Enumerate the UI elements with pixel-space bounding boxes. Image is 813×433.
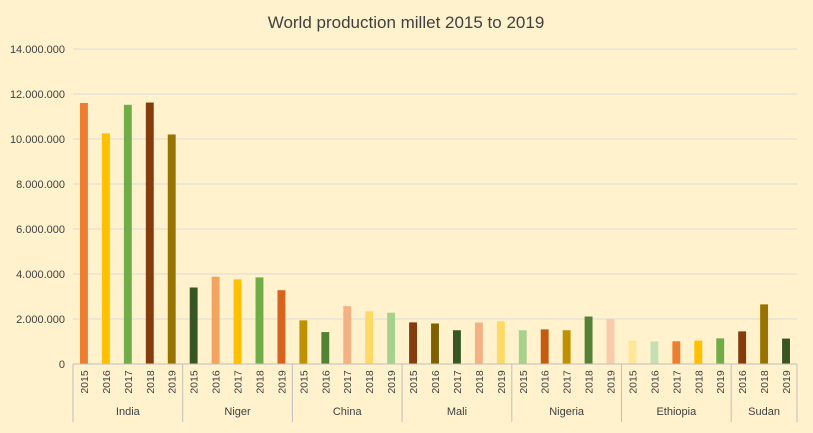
x-tick-label-year: 2018	[364, 370, 376, 394]
bar-nigeria-2017	[562, 330, 571, 364]
bars	[80, 102, 790, 365]
y-tick-label: 14.000.000	[10, 44, 65, 56]
x-tick-label-year: 2016	[649, 370, 661, 394]
bar-sudan-2016	[738, 331, 747, 364]
bar-ethiopia-2018	[694, 340, 703, 364]
y-tick-label: 2.000.000	[16, 314, 65, 326]
bar-china-2019	[387, 312, 396, 364]
y-tick-label: 6.000.000	[16, 224, 65, 236]
x-tick-label-year: 2016	[540, 370, 552, 394]
bar-niger-2019	[277, 290, 286, 364]
bar-china-2016	[321, 332, 330, 364]
y-tick-label: 8.000.000	[16, 179, 65, 191]
bar-niger-2017	[233, 279, 242, 364]
y-tick-label: 0	[59, 359, 65, 371]
y-axis: 0 2.000.000 4.000.000 6.000.000 8.000.000 10.…	[10, 44, 65, 371]
x-tick-label-year: 2017	[562, 370, 574, 394]
x-group-label: India	[116, 406, 141, 418]
x-group-label: Mali	[447, 406, 467, 418]
bar-mali-2016	[431, 323, 439, 364]
x-tick-label-year: 2019	[781, 370, 793, 394]
y-tick-label: 10.000.000	[10, 134, 65, 146]
bar-india-2015	[80, 103, 88, 364]
x-tick-label-year: 2019	[715, 370, 727, 394]
bar-mali-2015	[409, 322, 418, 364]
y-tick-label: 4.000.000	[16, 269, 65, 281]
x-tick-label-year: 2018	[693, 370, 705, 394]
bar-nigeria-2015	[518, 330, 527, 364]
x-tick-label-year: 2016	[737, 370, 749, 394]
x-tick-label-year: 2018	[584, 370, 596, 394]
x-tick-label-year: 2019	[386, 370, 398, 394]
x-tick-label-year: 2019	[167, 370, 179, 394]
x-tick-label-year: 2019	[496, 370, 508, 394]
x-tick-label-year: 2017	[123, 370, 135, 394]
x-tick-label-year: 2018	[254, 370, 266, 394]
bar-china-2017	[343, 306, 352, 364]
x-group-label: Ethiopia	[656, 406, 697, 418]
x-group-label: Nigeria	[549, 406, 585, 418]
x-tick-label-year: 2017	[671, 370, 683, 394]
x-tick-label-year: 2015	[189, 370, 201, 394]
bar-china-2018	[365, 311, 374, 364]
x-tick-label-year: 2018	[145, 370, 157, 394]
x-tick-label-year: 2019	[276, 370, 288, 394]
bar-niger-2018	[255, 277, 264, 364]
x-tick-label-year: 2015	[518, 370, 530, 394]
bar-mali-2017	[452, 330, 461, 364]
bar-niger-2016	[211, 276, 220, 364]
bar-india-2017	[123, 104, 132, 365]
x-tick-label-year: 2016	[320, 370, 332, 394]
x-tick-label-year: 2015	[79, 370, 91, 394]
bar-nigeria-2019	[606, 319, 615, 364]
x-axis: 2015 2016 2017 2018 2019 India 2015 2016 2017 201…	[72, 363, 798, 422]
x-tick-label-year: 2015	[408, 370, 420, 394]
x-tick-label-year: 2018	[474, 370, 486, 394]
bar-ethiopia-2017	[672, 341, 681, 364]
x-group-label: Sudan	[748, 406, 780, 418]
x-tick-label-year: 2017	[233, 370, 245, 394]
bar-ethiopia-2016	[650, 341, 659, 364]
x-tick-label-year: 2017	[342, 370, 354, 394]
x-group-label: China	[333, 406, 363, 418]
bar-nigeria-2016	[540, 329, 549, 364]
y-tick-label: 12.000.000	[10, 89, 65, 101]
x-group-label: Niger	[224, 406, 251, 418]
bar-ethiopia-2015	[628, 340, 637, 364]
bar-sudan-2018	[760, 304, 769, 364]
bar-ethiopia-2019	[716, 338, 725, 364]
bar-niger-2015	[189, 287, 198, 364]
bar-mali-2018	[474, 322, 483, 364]
x-tick-label-year: 2015	[627, 370, 639, 394]
x-tick-label-year: 2018	[759, 370, 771, 394]
x-tick-label-year: 2016	[101, 370, 113, 394]
bar-india-2019	[167, 134, 176, 364]
x-tick-label-year: 2017	[452, 370, 464, 394]
bar-india-2016	[101, 133, 110, 364]
bar-india-2018	[145, 102, 154, 365]
x-tick-label-year: 2019	[606, 370, 618, 394]
x-tick-label-year: 2015	[298, 370, 310, 394]
bar-sudan-2019	[782, 338, 790, 364]
chart-title: World production millet 2015 to 2019	[268, 13, 545, 32]
bar-mali-2019	[496, 321, 505, 364]
bar-nigeria-2018	[584, 316, 593, 364]
x-tick-label-year: 2016	[211, 370, 223, 394]
x-tick-label-year: 2016	[430, 370, 442, 394]
bar-china-2015	[299, 320, 308, 364]
